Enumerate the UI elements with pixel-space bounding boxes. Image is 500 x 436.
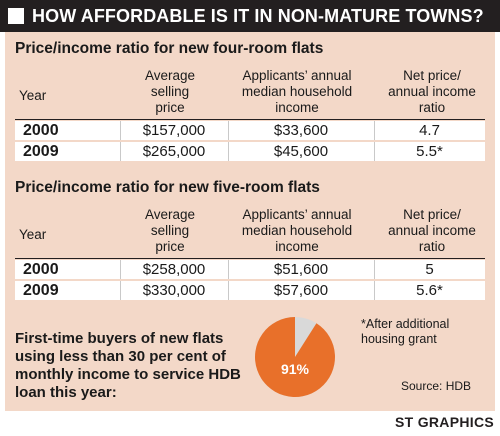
table-row: 2000 $157,000 $33,600 4.7 [15,121,485,140]
credit: ST GRAPHICS [395,414,494,430]
table-four-room-title: Price/income ratio for new four-room fla… [15,40,324,57]
cell-year: 2009 [23,282,59,299]
header-year: Year [19,227,47,242]
title-square-icon [8,8,24,24]
header-price: Average selling price [144,207,196,254]
pie-chart: 91% [254,316,336,398]
cell-income: $57,600 [273,282,329,299]
table-row: 2000 $258,000 $51,600 5 [15,260,485,279]
table-five-room-title: Price/income ratio for new five-room fla… [15,179,320,196]
source-note: Source: HDB [401,379,472,393]
buyers-text: First-time buyers of new flats using les… [15,330,241,401]
title-bar: HOW AFFORDABLE IS IT IN NON-MATURE TOWNS… [0,0,500,32]
cell-income: $33,600 [273,122,329,139]
header-ratio: Net price/ annual income ratio [388,207,476,254]
table-rule [15,119,485,120]
header-price: Average selling price [144,68,196,115]
table-row: 2009 $330,000 $57,600 5.6* [15,281,485,300]
cell-ratio: 5.6* [416,282,443,299]
cell-price: $330,000 [142,282,206,299]
cell-ratio: 5 [425,261,434,278]
cell-price: $157,000 [142,122,206,139]
cell-ratio: 5.5* [416,143,443,160]
cell-income: $51,600 [273,261,329,278]
header-ratio: Net price/ annual income ratio [388,68,476,115]
info-panel: Price/income ratio for new four-room fla… [5,32,495,411]
cell-income: $45,600 [273,143,329,160]
pie-slice-main [255,317,335,397]
page-title: HOW AFFORDABLE IS IT IN NON-MATURE TOWNS… [32,5,484,26]
table-rule [15,258,485,259]
header-year: Year [19,88,47,103]
cell-price: $265,000 [142,143,206,160]
cell-year: 2000 [23,261,59,278]
cell-year: 2000 [23,122,59,139]
table-row: 2009 $265,000 $45,600 5.5* [15,142,485,161]
header-income: Applicants’ annual median household inco… [241,68,353,115]
cell-price: $258,000 [142,261,206,278]
footnote: *After additional housing grant [361,317,450,346]
pie-label: 91% [281,361,310,377]
cell-ratio: 4.7 [419,122,440,139]
header-income: Applicants’ annual median household inco… [241,207,353,254]
cell-year: 2009 [23,143,59,160]
